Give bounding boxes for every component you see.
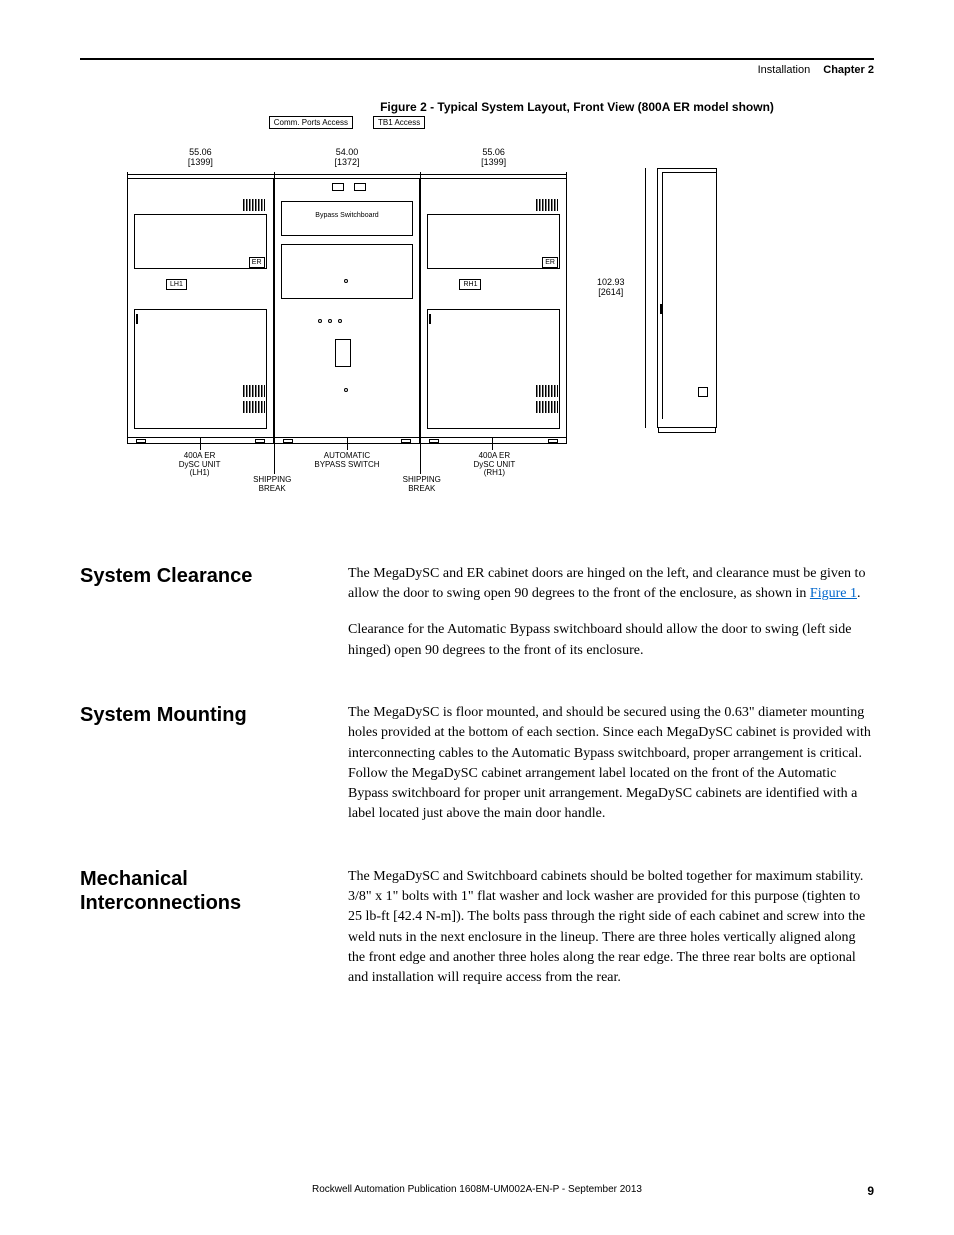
access-port [354,183,366,191]
heading-mounting: System Mounting [80,703,348,727]
vent-icon [536,401,558,413]
header-rule [80,58,874,60]
section-mounting: System Mounting The MegaDySC is floor mo… [80,703,874,825]
header-section: Installation [758,64,811,76]
panel [427,214,560,269]
er-label-left: ER [249,257,265,268]
panel [281,244,414,299]
footer-page-number: 9 [867,1184,874,1198]
vent-icon [536,385,558,397]
er-label-right: ER [542,257,558,268]
header-chapter: Chapter 2 [823,64,874,76]
handle-icon [660,304,662,314]
cabinet-side [657,168,717,428]
section-clearance: System Clearance The MegaDySC and ER cab… [80,564,874,661]
footer-publication: Rockwell Automation Publication 1608M-UM… [80,1184,874,1195]
panel [698,387,708,397]
panel: Bypass Switchboard [281,201,414,236]
bypass-label: Bypass Switchboard [282,202,413,219]
handle-icon [429,314,431,324]
figure1-link[interactable]: Figure 1 [810,586,857,601]
height-dimension: 102.93 [2614] [597,278,625,298]
cabinet-lh1: LH1 ER [127,178,274,438]
shipping-break-left: SHIPPING BREAK [233,476,312,494]
cabinet-bypass: Bypass Switchboard [274,178,421,438]
shipping-break-right: SHIPPING BREAK [382,476,461,494]
hole-icon [318,319,322,323]
cabinet-rh1: RH1 ER [420,178,567,438]
figure-diagram: Comm. Ports Access TB1 Access 55.06 [139… [127,128,827,508]
figure-caption: Figure 2 - Typical System Layout, Front … [280,100,874,114]
clearance-p1b: . [857,586,861,601]
dim-mid-mm: [1372] [274,158,419,168]
body-clearance: The MegaDySC and ER cabinet doors are hi… [348,564,874,661]
vent-icon [536,199,558,211]
lh1-label: LH1 [166,279,187,290]
dimension-row: 55.06 [1399] 54.00 [1372] 55.06 [1399] [127,148,567,168]
bottom-labels: 400A ER DySC UNIT (LH1) AUTOMATIC BYPASS… [127,438,567,508]
comm-ports-label: Comm. Ports Access [269,116,353,129]
heading-mech: Mechanical Interconnections [80,867,348,915]
clearance-p2: Clearance for the Automatic Bypass switc… [348,620,874,661]
vent-icon [243,401,265,413]
lh1-unit-label: 400A ER DySC UNIT (LH1) [149,452,250,478]
access-port [332,183,344,191]
body-mounting: The MegaDySC is floor mounted, and shoul… [348,703,874,825]
rh1-label: RH1 [459,279,481,290]
mounting-p1: The MegaDySC is floor mounted, and shoul… [348,703,874,825]
body-mech: The MegaDySC and Switchboard cabinets sh… [348,867,874,989]
dim-left-mm: [1399] [128,158,273,168]
dim-right-mm: [1399] [421,158,566,168]
handle-icon [136,314,138,324]
cabinets-front: LH1 ER Bypass Switchboard [127,178,567,438]
panel [335,339,351,367]
heading-clearance: System Clearance [80,564,348,588]
auto-bypass-label: AUTOMATIC BYPASS SWITCH [294,452,400,470]
panel [134,214,267,269]
hole-icon [338,319,342,323]
dim-arrow [645,168,646,428]
hole-icon [344,279,348,283]
vent-icon [243,199,265,211]
clearance-p1a: The MegaDySC and ER cabinet doors are hi… [348,566,865,601]
mech-p1: The MegaDySC and Switchboard cabinets sh… [348,867,874,989]
rh1-unit-label: 400A ER DySC UNIT (RH1) [444,452,545,478]
hole-icon [344,388,348,392]
front-view: Comm. Ports Access TB1 Access 55.06 [139… [127,128,567,508]
hole-icon [328,319,332,323]
side-view: 102.93 [2614] [597,128,727,428]
page-footer: Rockwell Automation Publication 1608M-UM… [80,1184,874,1195]
tb1-label: TB1 Access [373,116,425,129]
dim-height-mm: [2614] [597,288,625,298]
section-mech: Mechanical Interconnections The MegaDySC… [80,867,874,989]
vent-icon [243,385,265,397]
page-header: Installation Chapter 2 [80,64,874,76]
